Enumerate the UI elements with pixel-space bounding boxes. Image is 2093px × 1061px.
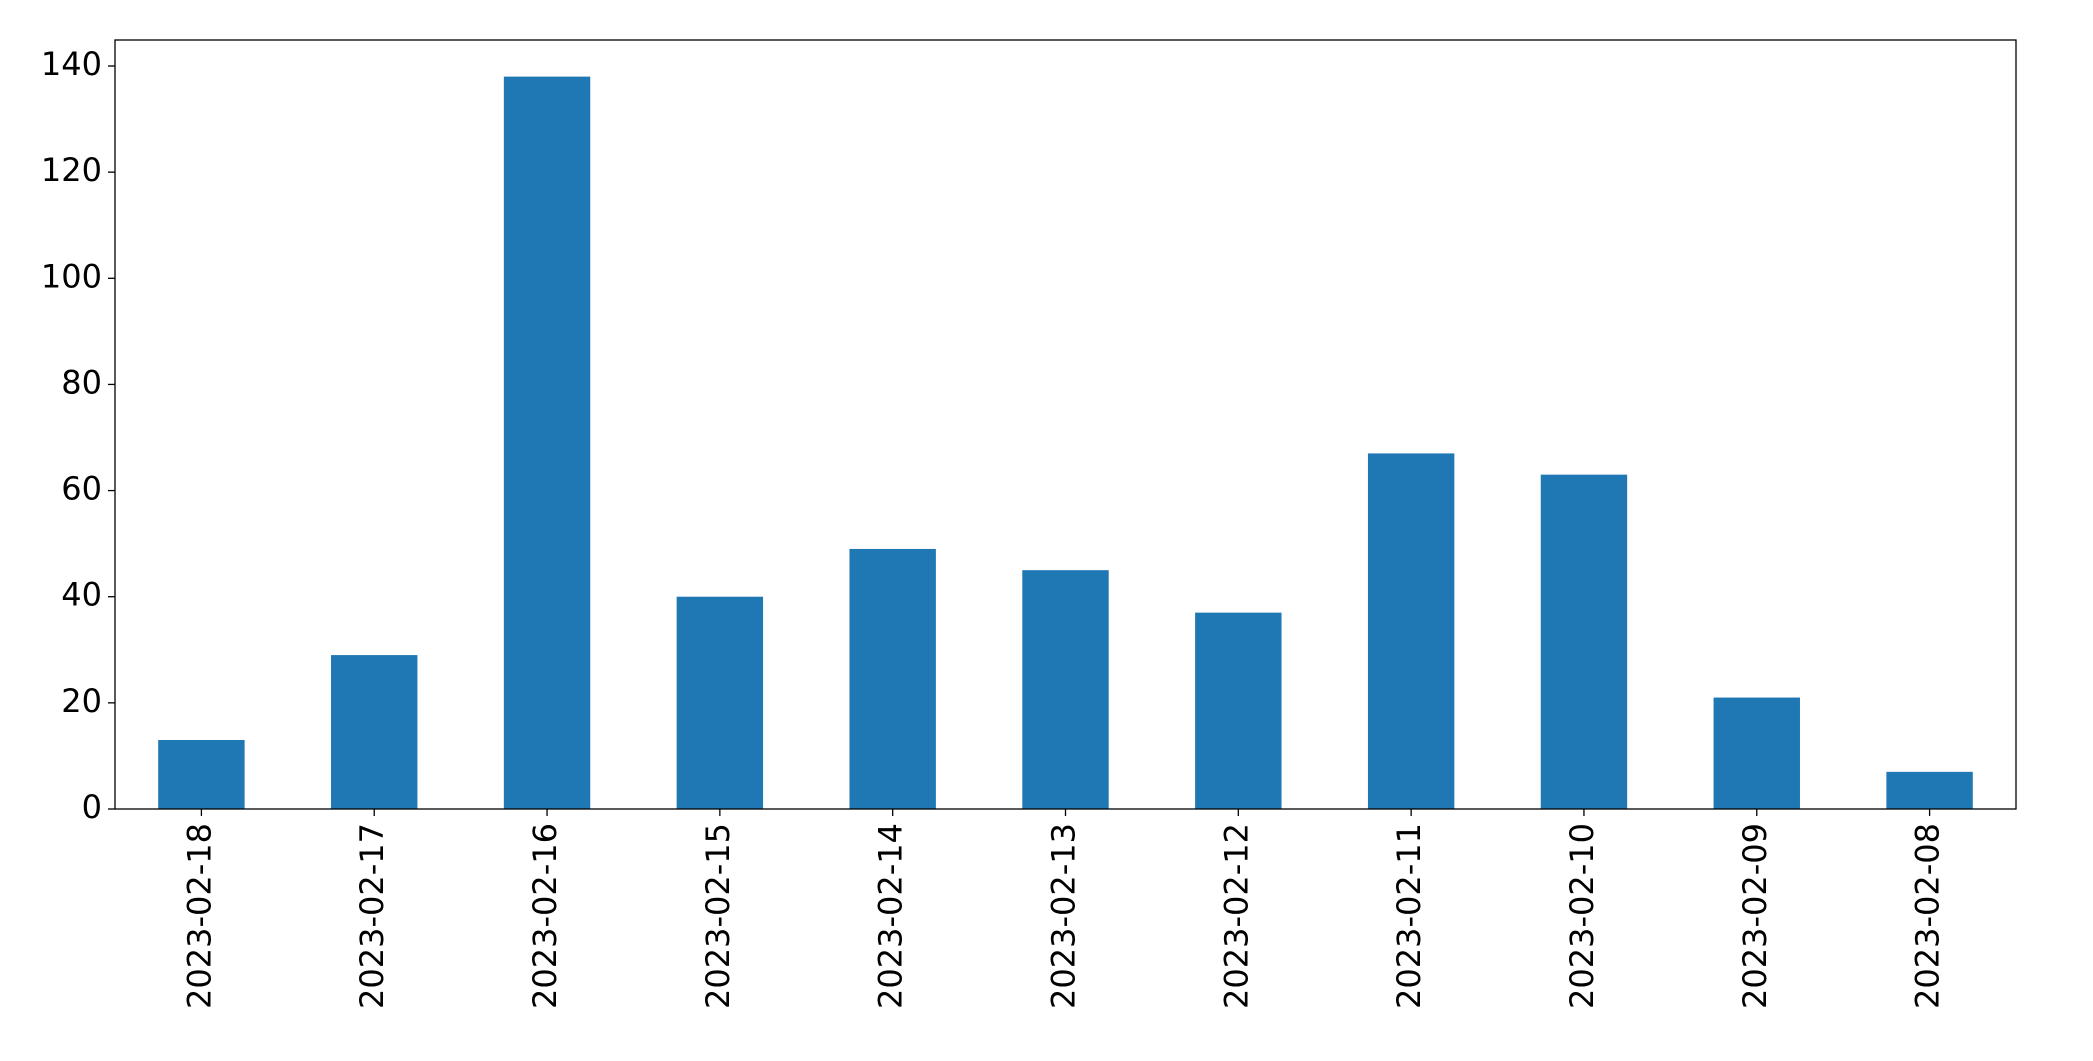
bar bbox=[849, 548, 936, 809]
x-tick-label: 2023-02-18 bbox=[180, 823, 218, 1009]
y-tick-label: 60 bbox=[61, 470, 102, 508]
bar bbox=[1367, 453, 1455, 809]
plot-frame bbox=[114, 39, 2017, 810]
bar bbox=[1886, 771, 1973, 809]
y-tick-label: 120 bbox=[41, 151, 102, 189]
bar bbox=[331, 655, 418, 809]
x-tick-label: 2023-02-10 bbox=[1563, 823, 1601, 1009]
x-tick-label: 2023-02-16 bbox=[526, 823, 564, 1009]
bar bbox=[1022, 570, 1109, 809]
bar bbox=[1540, 474, 1628, 809]
x-tick-label: 2023-02-15 bbox=[699, 823, 737, 1009]
y-tick-label: 80 bbox=[61, 363, 102, 401]
x-tick-label: 2023-02-13 bbox=[1045, 823, 1083, 1009]
bar bbox=[1713, 697, 1800, 809]
x-tick-label: 2023-02-09 bbox=[1736, 823, 1774, 1009]
x-tick-label: 2023-02-17 bbox=[353, 823, 391, 1009]
y-tick-label: 140 bbox=[41, 45, 102, 83]
x-tick-label: 2023-02-14 bbox=[872, 823, 910, 1009]
bar bbox=[158, 740, 245, 809]
x-tick-label: 2023-02-12 bbox=[1217, 823, 1255, 1009]
y-tick-label: 40 bbox=[61, 576, 102, 614]
y-tick-label: 100 bbox=[41, 257, 102, 295]
bar bbox=[676, 596, 764, 809]
bar bbox=[1195, 612, 1282, 809]
x-tick-label: 2023-02-11 bbox=[1390, 823, 1428, 1009]
y-tick-label: 0 bbox=[82, 788, 102, 826]
bar bbox=[503, 76, 591, 810]
y-tick-label: 20 bbox=[61, 682, 102, 720]
x-tick-label: 2023-02-08 bbox=[1909, 823, 1947, 1009]
